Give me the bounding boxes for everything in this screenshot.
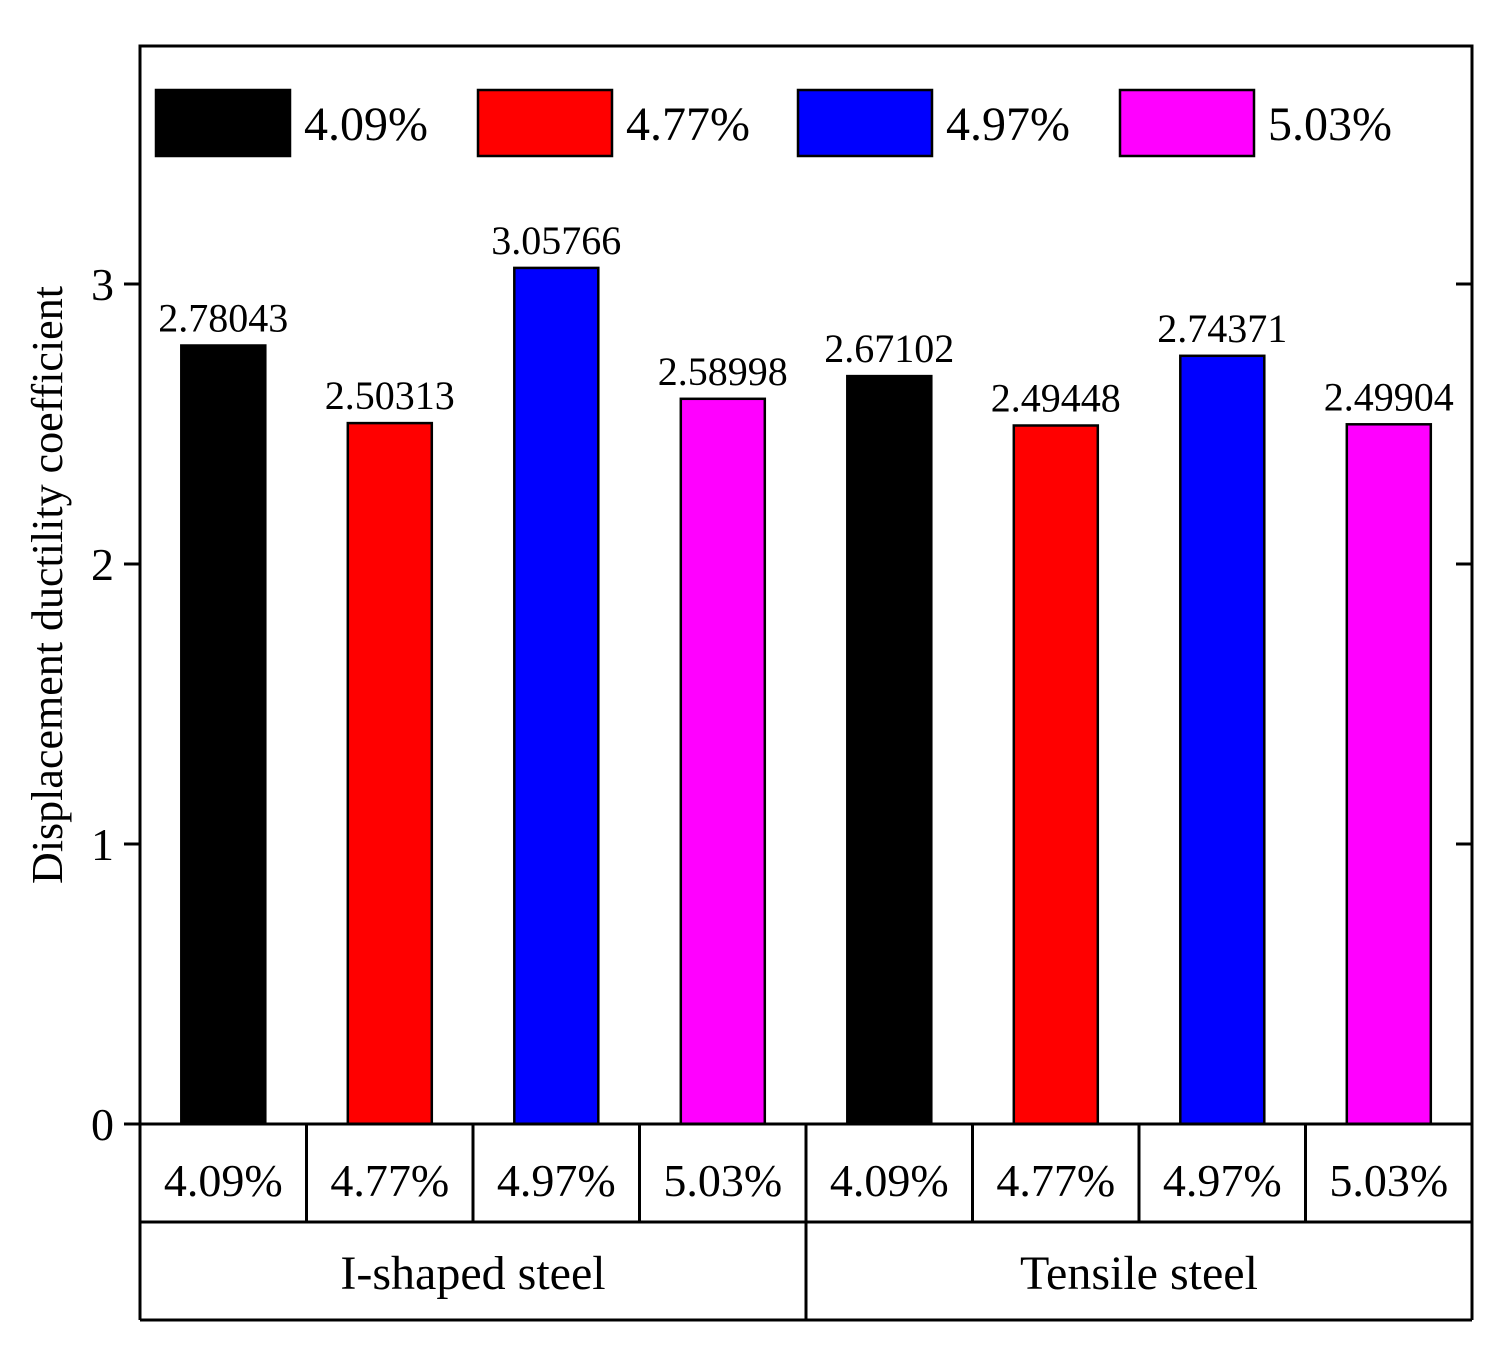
y-tick-label: 0 bbox=[91, 1099, 114, 1150]
legend-swatch-2 bbox=[476, 88, 614, 158]
category-label: 4.09% bbox=[830, 1155, 949, 1206]
category-label: 4.77% bbox=[330, 1155, 449, 1206]
value-label: 3.05766 bbox=[491, 218, 621, 263]
value-labels-layer: 2.78043 2.50313 3.05766 2.58998 2.67102 2.494… bbox=[158, 218, 1454, 421]
legend-swatch-4 bbox=[1118, 88, 1256, 158]
bar-2-3 bbox=[1179, 354, 1266, 1126]
category-label: 4.77% bbox=[996, 1155, 1115, 1206]
legend-label-2: 4.77% bbox=[626, 98, 750, 151]
legend-swatch-3 bbox=[796, 88, 934, 158]
bar-2-1 bbox=[846, 374, 933, 1126]
group-label: Tensile steel bbox=[1020, 1247, 1258, 1300]
value-label: 2.58998 bbox=[658, 349, 788, 394]
category-label: 5.03% bbox=[1329, 1155, 1448, 1206]
bar-1-2 bbox=[346, 421, 434, 1126]
bar-2-2 bbox=[1012, 424, 1100, 1126]
category-label: 5.03% bbox=[663, 1155, 782, 1206]
legend-label-3: 4.97% bbox=[946, 98, 1070, 151]
group-label: I-shaped steel bbox=[340, 1247, 605, 1300]
bar-1-3 bbox=[513, 266, 600, 1126]
legend-label-4: 5.03% bbox=[1268, 98, 1392, 151]
y-tick-label: 1 bbox=[91, 819, 114, 870]
value-label: 2.78043 bbox=[158, 296, 288, 341]
category-label: 4.09% bbox=[164, 1155, 283, 1206]
y-tick-label: 3 bbox=[91, 259, 114, 310]
value-label: 2.74371 bbox=[1157, 306, 1287, 351]
legend-label-1: 4.09% bbox=[304, 98, 428, 151]
category-label: 4.97% bbox=[497, 1155, 616, 1206]
legend: 4.09% 4.77% 4.97% 5.03% bbox=[154, 88, 1392, 158]
plot-frame bbox=[138, 44, 1474, 1126]
y-tick-label: 2 bbox=[91, 539, 114, 590]
value-label: 2.49904 bbox=[1324, 374, 1454, 419]
y-axis-label: Displacement ductility coefficient bbox=[23, 286, 72, 884]
value-label: 2.67102 bbox=[824, 326, 954, 371]
bar-2-4 bbox=[1345, 423, 1433, 1126]
bars-layer bbox=[180, 266, 1433, 1126]
legend-swatch-1 bbox=[154, 88, 292, 158]
value-label: 2.50313 bbox=[325, 373, 455, 418]
category-table: 4.09% 4.77% 4.97% 5.03% 4.09% 4.77% 4.97% 5.03%… bbox=[138, 1124, 1474, 1322]
category-label: 4.97% bbox=[1163, 1155, 1282, 1206]
bar-1-1 bbox=[180, 344, 267, 1126]
bar-1-4 bbox=[679, 397, 767, 1126]
value-label: 2.49448 bbox=[991, 376, 1121, 421]
